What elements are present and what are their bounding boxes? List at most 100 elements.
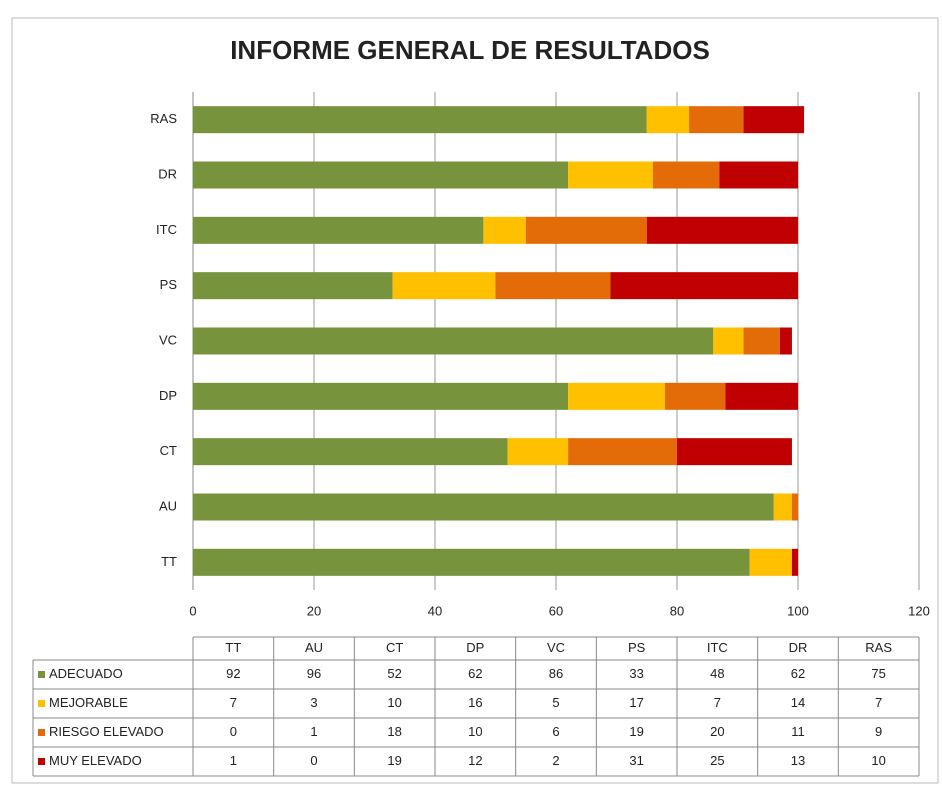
table-cell: 9: [875, 724, 882, 739]
table-cell: 25: [710, 753, 724, 768]
bar-segment: [779, 327, 792, 355]
y-tick-label: ITC: [156, 222, 177, 237]
table-cell: 12: [468, 753, 482, 768]
chart-title: INFORME GENERAL DE RESULTADOS: [230, 35, 710, 65]
legend-label: RIESGO ELEVADO: [49, 724, 164, 739]
table-cell: 17: [629, 695, 643, 710]
table-cell: 3: [310, 695, 317, 710]
table-cell: 1: [310, 724, 317, 739]
legend-label: MEJORABLE: [49, 695, 128, 710]
bar-segment: [664, 382, 726, 410]
table-cell: 18: [387, 724, 401, 739]
y-tick-label: RAS: [150, 111, 177, 126]
table-cell: 5: [552, 695, 559, 710]
bar-segment: [713, 327, 744, 355]
x-tick-label: 60: [549, 603, 563, 618]
bar-segment: [193, 438, 508, 466]
table-cell: 14: [791, 695, 805, 710]
table-header: VC: [547, 640, 565, 655]
table-cell: 75: [871, 666, 885, 681]
bar-segment: [689, 106, 744, 134]
y-tick-label: DP: [159, 388, 177, 403]
x-tick-label: 0: [189, 603, 196, 618]
bar-segment: [791, 548, 798, 576]
bar-segment: [646, 106, 690, 134]
y-tick-label: AU: [159, 498, 177, 513]
table-cell: 62: [791, 666, 805, 681]
x-tick-label: 40: [428, 603, 442, 618]
table-cell: 86: [549, 666, 563, 681]
table-cell: 62: [468, 666, 482, 681]
x-tick-label: 80: [670, 603, 684, 618]
bar-segment: [193, 382, 569, 410]
y-tick-label: PS: [160, 277, 178, 292]
bar-segment: [193, 272, 393, 300]
table-cell: 1: [230, 753, 237, 768]
table-cell: 0: [230, 724, 237, 739]
table-cell: 10: [871, 753, 885, 768]
table-cell: 19: [387, 753, 401, 768]
legend-label: ADECUADO: [49, 666, 123, 681]
table-cell: 92: [226, 666, 240, 681]
table-cell: 7: [875, 695, 882, 710]
x-tick-label: 100: [787, 603, 809, 618]
table-cell: 7: [230, 695, 237, 710]
table-cell: 52: [387, 666, 401, 681]
table-cell: 0: [310, 753, 317, 768]
bar-segment: [568, 438, 677, 466]
bar-segment: [719, 161, 798, 189]
bar-segment: [193, 216, 484, 244]
table-cell: 10: [387, 695, 401, 710]
bar-segment: [392, 272, 496, 300]
legend-swatch: [38, 729, 45, 736]
table-cell: 13: [791, 753, 805, 768]
bar-segment: [507, 438, 569, 466]
table-header: AU: [305, 640, 323, 655]
bar-segment: [677, 438, 792, 466]
table-cell: 7: [714, 695, 721, 710]
table-cell: 48: [710, 666, 724, 681]
bar-segment: [610, 272, 798, 300]
table-cell: 16: [468, 695, 482, 710]
x-tick-label: 20: [307, 603, 321, 618]
table-cell: 31: [629, 753, 643, 768]
bar-segment: [568, 382, 665, 410]
y-tick-label: CT: [160, 443, 177, 458]
y-tick-label: VC: [159, 332, 177, 347]
bar-segment: [749, 548, 792, 576]
table-header: RAS: [865, 640, 892, 655]
bar-segment: [652, 161, 720, 189]
bar-segment: [483, 216, 526, 244]
y-tick-label: DR: [158, 166, 177, 181]
table-cell: 2: [552, 753, 559, 768]
bar-segment: [495, 272, 611, 300]
table-cell: 96: [307, 666, 321, 681]
bar-segment: [193, 493, 774, 521]
bar-segment: [791, 493, 798, 521]
bar-segment: [743, 106, 805, 134]
y-tick-label: TT: [161, 554, 177, 569]
legend-swatch: [38, 758, 45, 765]
table-header: DR: [789, 640, 808, 655]
bar-segment: [773, 493, 792, 521]
legend-swatch: [38, 700, 45, 707]
table-cell: 6: [552, 724, 559, 739]
table-header: DP: [466, 640, 484, 655]
bar-segment: [646, 216, 798, 244]
bar-segment: [525, 216, 647, 244]
table-cell: 19: [629, 724, 643, 739]
bar-segment: [725, 382, 798, 410]
legend-swatch: [38, 671, 45, 678]
table-header: PS: [628, 640, 646, 655]
bar-segment: [193, 327, 714, 355]
bar-segment: [193, 106, 647, 134]
legend-label: MUY ELEVADO: [49, 753, 142, 768]
table-header: CT: [386, 640, 403, 655]
table-header: TT: [225, 640, 241, 655]
bar-segment: [568, 161, 653, 189]
bar-segment: [743, 327, 780, 355]
bar-segment: [193, 161, 569, 189]
table-cell: 33: [629, 666, 643, 681]
x-tick-label: 120: [908, 603, 930, 618]
